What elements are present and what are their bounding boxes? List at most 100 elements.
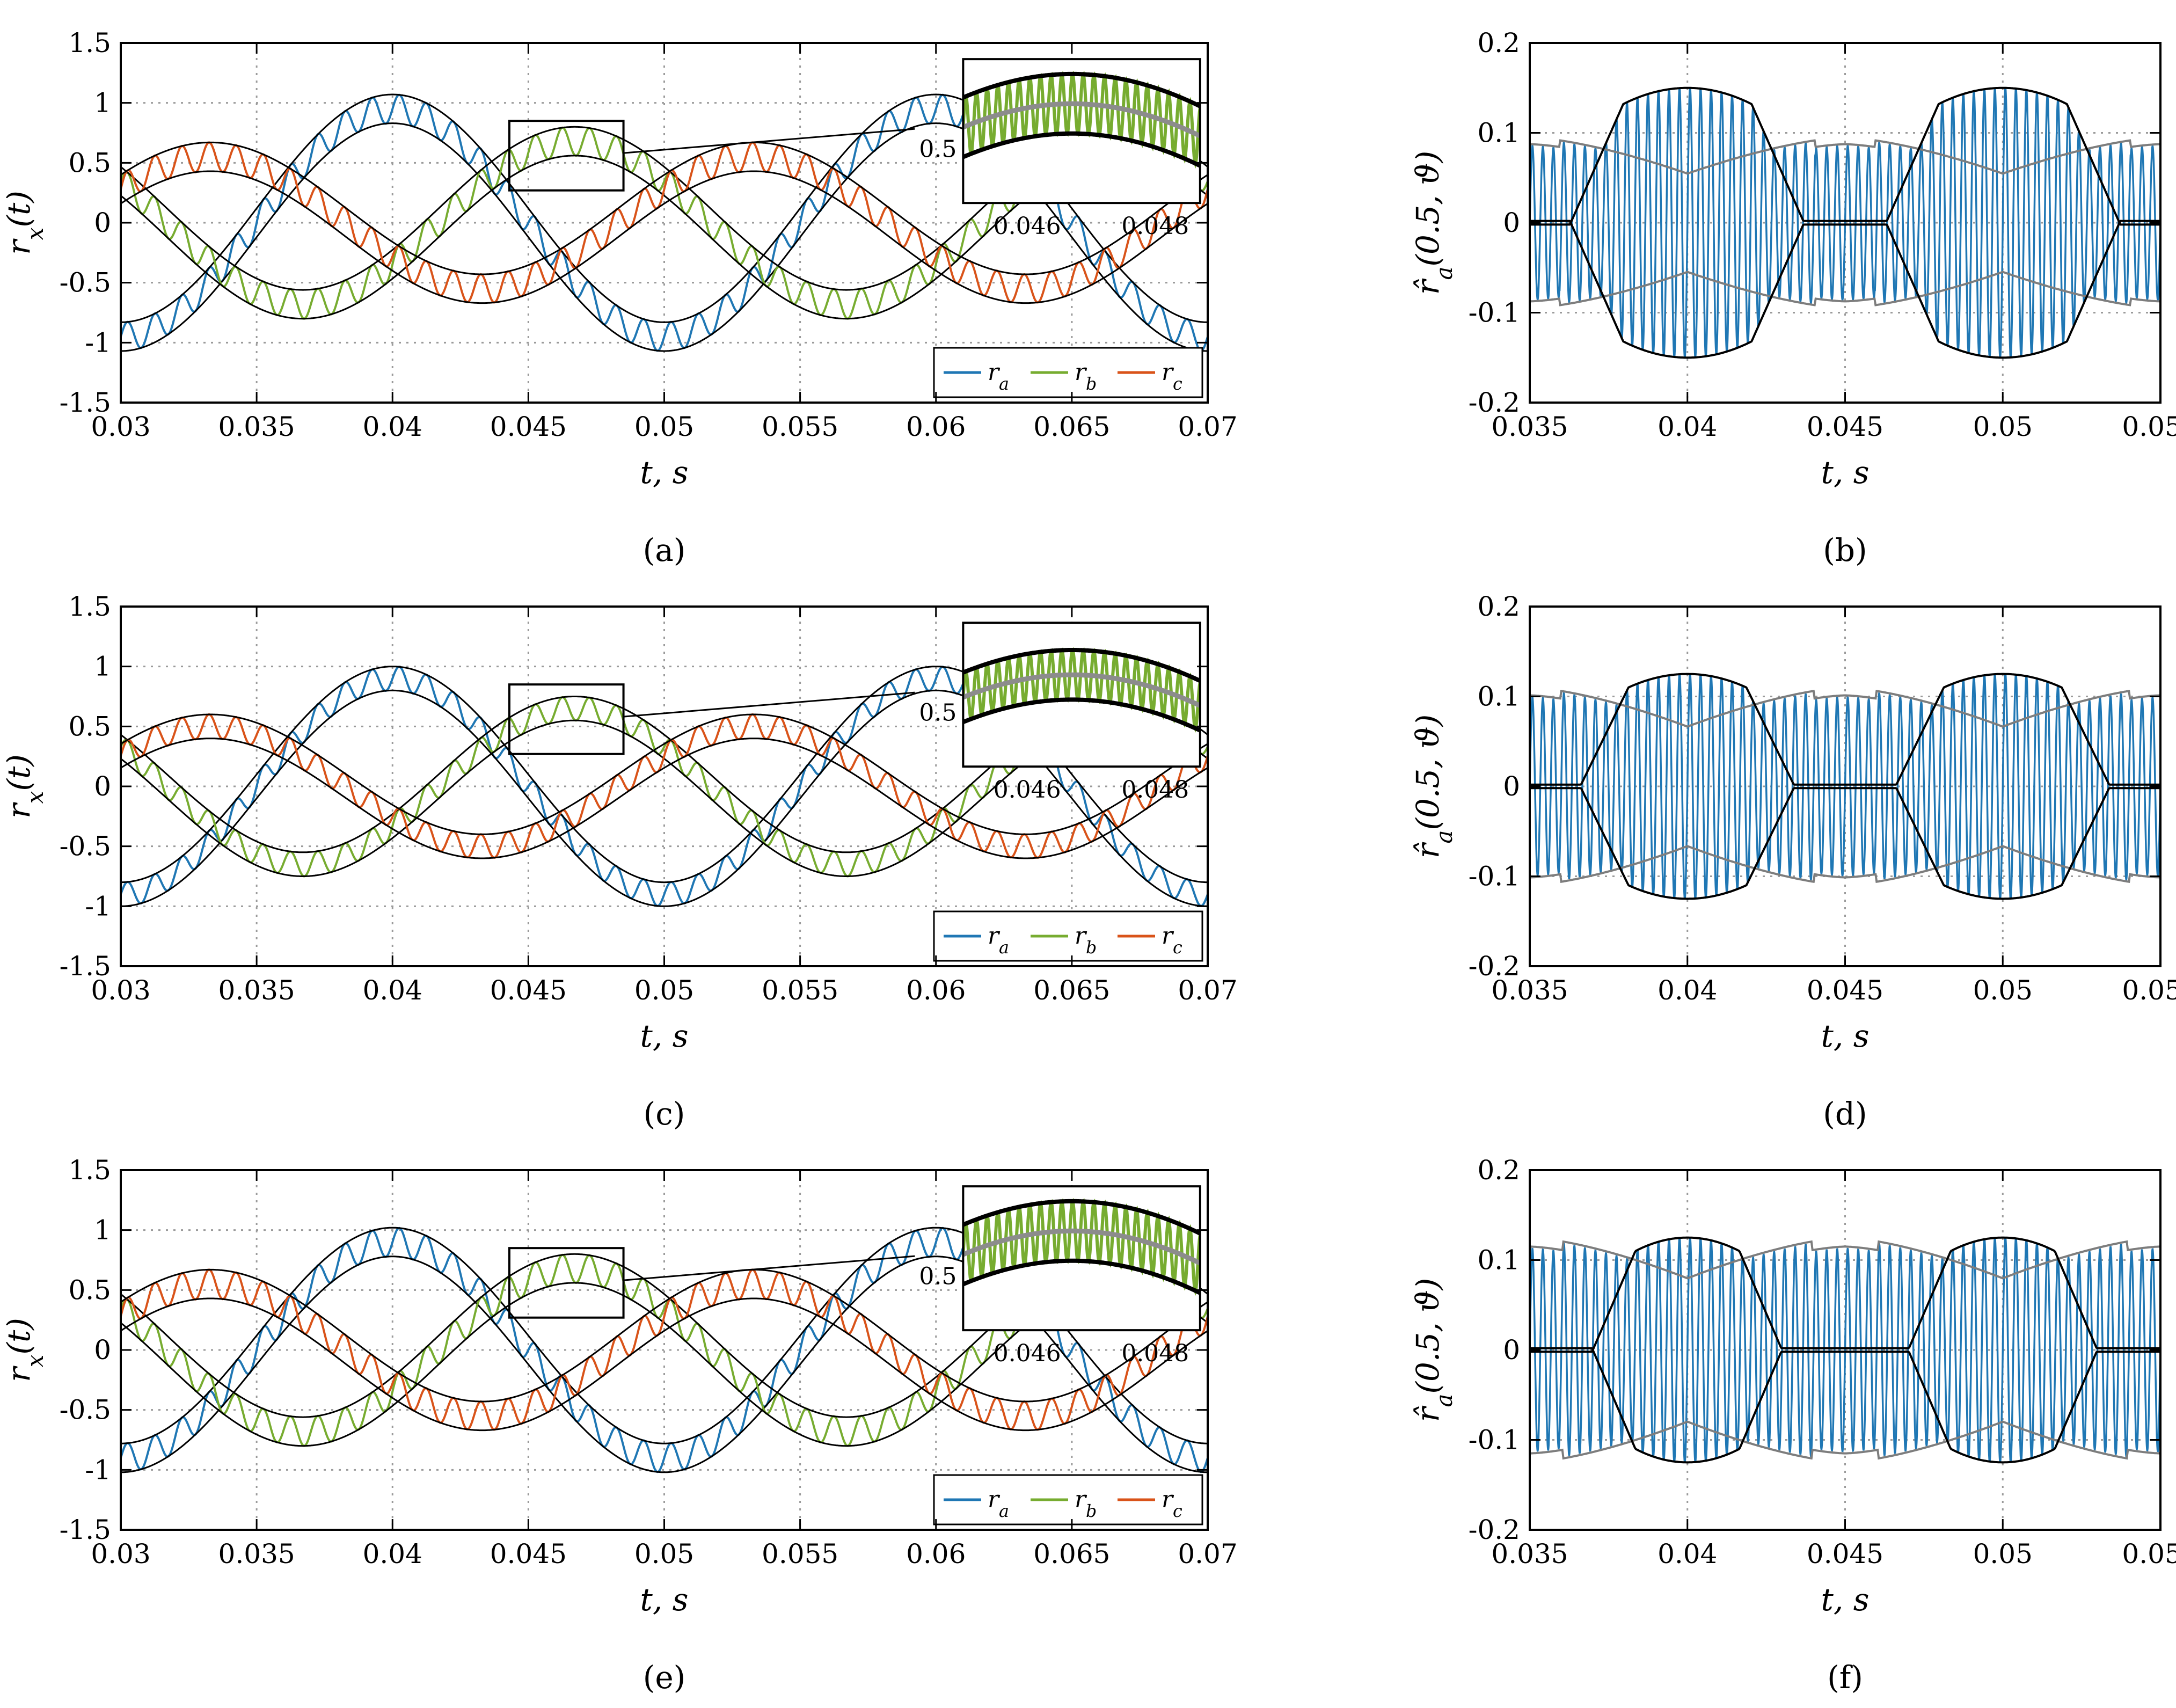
- xtick-label: 0.045: [1807, 1538, 1883, 1570]
- xtick-label: 0.035: [1491, 1538, 1568, 1570]
- zoom-connector: [623, 128, 915, 154]
- inset-ytick-label: 0.5: [919, 699, 956, 726]
- ytick-label: -1.5: [60, 387, 111, 418]
- legend-label: rc: [1162, 922, 1182, 958]
- ytick-label: -0.5: [60, 1395, 111, 1426]
- xtick-label: 0.03: [91, 975, 150, 1006]
- inset-upper-envelope: [963, 71, 1200, 108]
- ytick-label: 0.5: [68, 711, 111, 742]
- legend-label: rb: [1075, 1486, 1097, 1521]
- inset-mean-line: [963, 101, 1200, 138]
- inset-plot: [963, 1198, 1200, 1296]
- gray-upper-envelope: [1530, 1240, 2160, 1280]
- xtick-label: 0.04: [1657, 975, 1717, 1006]
- xtick-label: 0.07: [1178, 1538, 1237, 1570]
- ytick-label: 1: [94, 651, 111, 682]
- residual-signal: [1530, 1237, 2160, 1463]
- ytick-label: -1: [85, 327, 111, 358]
- series-rc-upper-envelope: [121, 141, 1208, 275]
- ytick-label: -1.5: [60, 951, 111, 982]
- xtick-label: 0.035: [1491, 975, 1568, 1006]
- xtick-label: 0.05: [634, 1538, 694, 1570]
- inset-frame: [962, 1185, 1201, 1332]
- gray-upper-envelope: [1530, 690, 2160, 728]
- ytick-label: -0.5: [60, 267, 111, 298]
- ytick-label: 0: [1503, 771, 1520, 802]
- residual-signal: [1530, 87, 2160, 359]
- ytick-label: 0: [1503, 1334, 1520, 1366]
- xtick-label: 0.035: [1491, 411, 1568, 442]
- panel-caption: (b): [1823, 532, 1867, 568]
- plot-area: [1530, 1236, 2160, 1464]
- zoom-box: [508, 120, 625, 192]
- panel-d: 0.035 0.04 0.045 0.05 0.055 -0.2 -0.1 0 0.1 0.2 t,…: [1410, 591, 2176, 1132]
- inset-mean-line: [963, 1228, 1200, 1266]
- panel-b: 0.035 0.04 0.045 0.05 0.055 -0.2 -0.1 0 0.1 0.2 t,…: [1410, 27, 2176, 568]
- xtick-label: 0.04: [1657, 1538, 1717, 1570]
- series-rc-lower-envelope: [121, 170, 1208, 304]
- series-rc-lower-envelope: [121, 738, 1208, 859]
- xtick-label: 0.07: [1178, 975, 1237, 1006]
- xtick-label: 0.055: [762, 1538, 838, 1570]
- inset-xtick-label: 0.046: [994, 776, 1061, 804]
- black-upper-envelope: [1530, 86, 2160, 225]
- black-upper-envelope: [1530, 673, 2160, 786]
- ytick-label: 0.2: [1477, 1155, 1520, 1186]
- panel-caption: (e): [643, 1659, 686, 1696]
- xtick-label: 0.04: [363, 975, 422, 1006]
- inset-lower-envelope: [963, 1258, 1200, 1295]
- xtick-label: 0.055: [2122, 1538, 2176, 1570]
- y-axis-label: r̂a(0.5, ϑ): [1410, 714, 1457, 858]
- panel-caption: (a): [643, 532, 686, 568]
- panel-caption: (d): [1823, 1096, 1867, 1132]
- ticks: 0.03 0.035 0.04 0.045 0.05 0.055 0.06 0.065 0.07…: [60, 591, 1238, 1006]
- ticks: 0.035 0.04 0.045 0.05 0.055 -0.2 -0.1 0 0.1 0.2: [1469, 1155, 2176, 1570]
- legend-label: rb: [1075, 922, 1097, 958]
- xtick-label: 0.055: [2122, 975, 2176, 1006]
- inset-lower-envelope: [963, 697, 1200, 733]
- xtick-label: 0.04: [1657, 411, 1717, 442]
- gray-lower-envelope: [1530, 271, 2160, 306]
- xtick-label: 0.07: [1178, 411, 1237, 442]
- residual-signal: [1530, 673, 2160, 900]
- inset: 0.5 0.046 0.048: [919, 1185, 1201, 1367]
- legend-label: ra: [988, 922, 1009, 958]
- x-axis-label: t, s: [640, 1018, 689, 1054]
- series-rc-line: [121, 713, 1208, 859]
- xtick-label: 0.065: [1033, 975, 1110, 1006]
- xtick-label: 0.035: [218, 411, 295, 442]
- inset-xtick-label: 0.048: [1121, 1340, 1189, 1367]
- zoom-box: [508, 1247, 625, 1319]
- series-rc-line: [121, 141, 1208, 304]
- inset-frame: [962, 58, 1201, 205]
- xtick-label: 0.05: [1973, 411, 2033, 442]
- y-axis-label: r̂a(0.5, ϑ): [1410, 1278, 1457, 1422]
- ytick-label: 0: [94, 771, 111, 802]
- xtick-label: 0.045: [1807, 411, 1883, 442]
- y-axis-label: r̂a(0.5, ϑ): [1410, 151, 1457, 295]
- inset: 0.5 0.046 0.048: [919, 622, 1201, 804]
- series-rc-line: [121, 1268, 1208, 1431]
- ticks: 0.03 0.035 0.04 0.045 0.05 0.055 0.06 0.065 0.07…: [60, 1155, 1238, 1570]
- zoom-connector: [623, 1255, 915, 1281]
- inset-upper-envelope: [963, 1199, 1200, 1236]
- y-axis-label: rx(t): [1, 754, 48, 819]
- xtick-label: 0.045: [490, 411, 567, 442]
- ytick-label: -1: [85, 1454, 111, 1485]
- xtick-label: 0.05: [1973, 975, 2033, 1006]
- series-rc-upper-envelope: [121, 1268, 1208, 1403]
- legend-label: rc: [1162, 359, 1182, 394]
- xtick-label: 0.035: [218, 975, 295, 1006]
- legend-label: rc: [1162, 1486, 1182, 1521]
- ytick-label: -0.1: [1469, 297, 1520, 329]
- black-lower-envelope: [1530, 787, 2160, 900]
- plot-area: [1530, 673, 2160, 900]
- gray-lower-envelope: [1530, 845, 2160, 883]
- zoom-connector: [623, 691, 915, 718]
- ytick-label: -1: [85, 891, 111, 922]
- inset-ytick-label: 0.5: [919, 1262, 956, 1290]
- legend-label: ra: [988, 359, 1009, 394]
- y-axis-label: rx(t): [1, 191, 48, 255]
